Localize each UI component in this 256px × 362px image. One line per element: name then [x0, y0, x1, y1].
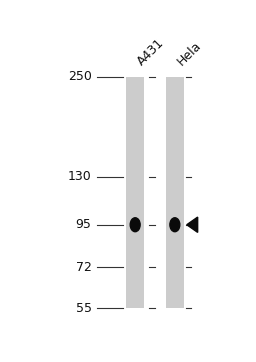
Bar — [126, 77, 144, 308]
Text: 55: 55 — [76, 302, 92, 315]
Text: Hela: Hela — [175, 39, 204, 68]
Text: 130: 130 — [68, 170, 92, 183]
Text: A431: A431 — [135, 37, 167, 68]
Text: 72: 72 — [76, 261, 92, 274]
Bar — [166, 77, 184, 308]
Circle shape — [130, 218, 140, 232]
Polygon shape — [187, 217, 198, 232]
Text: 250: 250 — [68, 70, 92, 83]
Circle shape — [170, 218, 180, 232]
Text: 95: 95 — [76, 218, 92, 231]
